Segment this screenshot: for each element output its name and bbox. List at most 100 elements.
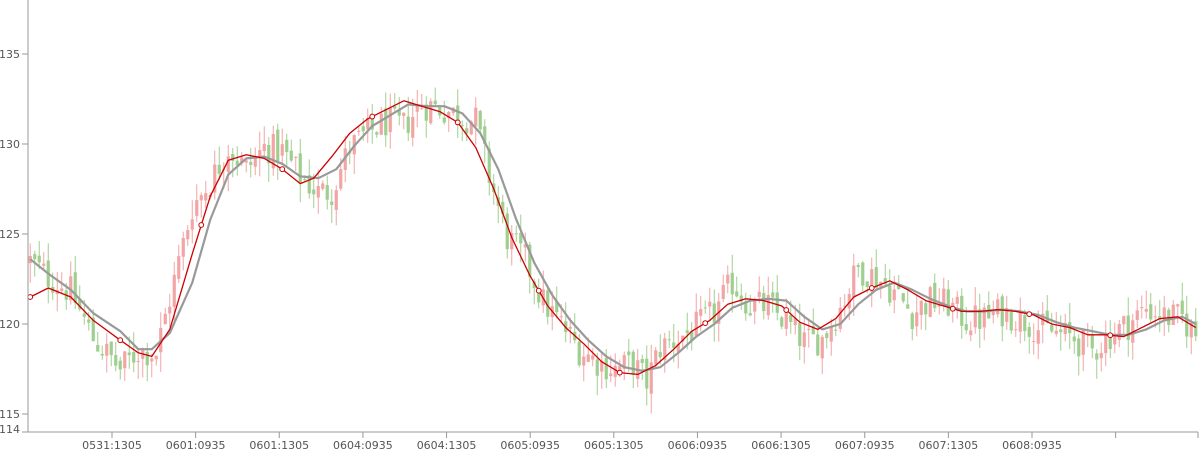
candle-body: [289, 150, 293, 161]
candle-body: [1126, 315, 1130, 340]
candles-group: [28, 87, 1198, 414]
candle-body: [339, 169, 343, 189]
candle-body: [384, 108, 388, 136]
candle-body: [87, 319, 91, 323]
ma-fast-marker: [1026, 311, 1033, 318]
candle-body: [721, 284, 725, 299]
candle-body: [316, 186, 320, 198]
candle-body: [969, 330, 973, 336]
candle-body: [789, 315, 793, 322]
candle-body: [793, 317, 797, 326]
candle-body: [847, 293, 851, 309]
ma-fast-marker: [949, 305, 956, 312]
candle-body: [631, 351, 635, 375]
x-tick-label: 0604:1305: [417, 439, 477, 452]
candle-body: [510, 233, 514, 250]
candle-body: [78, 299, 82, 310]
ma-fast-marker: [198, 222, 205, 228]
candle-body: [235, 160, 239, 166]
candle-body: [199, 195, 203, 201]
candle-body: [109, 341, 113, 356]
candle-body: [298, 153, 302, 184]
candle-body: [424, 104, 428, 121]
candle-body: [807, 328, 811, 330]
candle-body: [766, 294, 770, 316]
x-tick-label: 0605:0935: [500, 439, 560, 452]
candle-body: [127, 352, 131, 356]
candle-body: [856, 264, 860, 268]
candle-body: [798, 322, 802, 346]
candle-body: [888, 285, 892, 303]
candle-body: [609, 373, 613, 377]
x-tick-label: 0605:1305: [584, 439, 644, 452]
x-tick-label: 0607:1305: [919, 439, 979, 452]
candle-body: [757, 291, 761, 297]
candle-body: [150, 358, 154, 362]
candle-body: [645, 358, 649, 389]
candle-body: [618, 365, 622, 371]
candle-body: [559, 316, 563, 318]
ma-fast-marker: [535, 287, 542, 294]
candle-body: [226, 156, 230, 172]
candle-body: [244, 160, 248, 163]
candle-body: [262, 143, 266, 152]
candle-body: [411, 116, 415, 138]
candle-body: [1099, 352, 1103, 359]
candle-body: [487, 148, 491, 183]
ma-fast-marker: [454, 119, 461, 126]
candle-body: [654, 350, 658, 365]
y-tick-label: 120: [0, 318, 20, 331]
candle-body: [136, 361, 140, 363]
candle-body: [762, 293, 766, 312]
candle-body: [996, 299, 1000, 315]
x-tick-label: 0604:0935: [333, 439, 393, 452]
candle-body: [690, 331, 694, 341]
candle-body: [469, 121, 473, 135]
candle-body: [294, 156, 298, 158]
candle-body: [33, 254, 37, 260]
x-tick-label: 0601:1305: [249, 439, 309, 452]
candle-body: [145, 351, 149, 366]
candle-body: [397, 110, 401, 116]
y-tick-label: 125: [0, 228, 20, 241]
candle-body: [537, 293, 541, 303]
x-tick-label: 0606:1305: [751, 439, 811, 452]
candle-body: [582, 356, 586, 366]
candle-body: [1036, 330, 1040, 344]
ma-fast-marker: [369, 113, 376, 120]
candle-body: [825, 333, 829, 339]
candle-body: [595, 359, 599, 376]
candle-body: [901, 293, 905, 302]
candle-body: [771, 292, 775, 298]
candle-body: [843, 305, 847, 307]
candle-body: [870, 269, 874, 292]
candle-body: [1095, 353, 1099, 360]
candle-body: [613, 365, 617, 377]
candle-body: [519, 232, 523, 244]
candle-body: [604, 357, 608, 380]
candle-body: [114, 355, 118, 366]
candle-body: [699, 309, 703, 316]
candle-body: [712, 303, 716, 323]
candle-body: [285, 139, 289, 153]
candle-body: [1005, 307, 1009, 322]
candle-body: [118, 360, 122, 370]
candle-body: [726, 274, 730, 284]
candle-body: [388, 107, 392, 133]
candle-body: [501, 201, 505, 214]
candle-body: [204, 193, 208, 201]
candle-body: [123, 351, 127, 369]
candle-body: [1140, 307, 1144, 309]
candle-body: [978, 309, 982, 329]
candle-body: [1135, 310, 1139, 320]
x-tick-label: 0607:0935: [835, 439, 895, 452]
candle-body: [694, 311, 698, 336]
candle-body: [528, 244, 532, 277]
ma-fast-marker: [279, 166, 286, 173]
candle-body: [429, 101, 433, 124]
candle-body: [546, 290, 550, 317]
candle-body: [420, 108, 424, 110]
candle-body: [577, 341, 581, 366]
candle-body: [568, 326, 572, 329]
candle-body: [775, 292, 779, 313]
